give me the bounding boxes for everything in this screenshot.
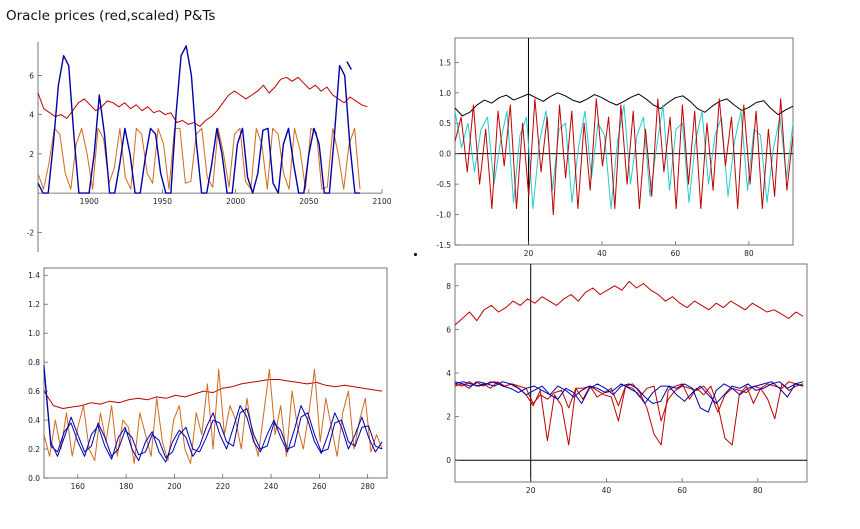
- x-tick-label: 200: [167, 482, 182, 491]
- chart-bottom-right: 20 40 60 80 0 2 4 6 8: [446, 263, 808, 495]
- x-tick-label: 280: [361, 482, 376, 491]
- y-tick-label: 0: [446, 456, 451, 465]
- y-tick-label: 1.0: [28, 329, 40, 338]
- y-tick-label: -0.5: [436, 180, 451, 189]
- series-blue-3: [454, 381, 804, 413]
- x-tick-label: 80: [753, 486, 763, 495]
- series-red-0: [454, 280, 804, 326]
- y-tick-label: 6: [29, 71, 34, 80]
- x-tick-label: 80: [744, 249, 754, 258]
- series-blue-3: [43, 364, 383, 459]
- x-tick-label: 240: [264, 482, 279, 491]
- series-orange-1: [43, 368, 383, 464]
- series-red-2: [454, 98, 794, 216]
- x-tick-label: 40: [597, 249, 607, 258]
- y-tick-label: 0.4: [28, 416, 40, 425]
- y-tick-label: 0.5: [439, 119, 451, 128]
- series-red-1: [454, 381, 804, 446]
- series-red-2: [454, 381, 804, 422]
- series-orange-1: [37, 127, 361, 190]
- y-tick-label: -1.0: [436, 211, 451, 220]
- y-tick-label: 1.5: [439, 58, 451, 67]
- series-cyan-1: [454, 104, 794, 209]
- chart-bottom-left: 160 180 200 220 240 260 280 0.0 0.2 0.4 0.6 0.8 1.0 1…: [28, 267, 388, 491]
- y-tick-label: -1.5: [436, 241, 451, 250]
- y-tick-label: 1.4: [28, 271, 40, 280]
- page-title: Oracle prices (red,scaled) P&Ts: [6, 8, 216, 24]
- y-tick-label: 4: [446, 369, 451, 378]
- y-tick-label: 1.2: [28, 300, 40, 309]
- x-tick-label: 2100: [372, 197, 391, 206]
- x-tick-label: 2050: [299, 197, 318, 206]
- y-tick-label: 6: [446, 325, 451, 334]
- series-blue-3: [346, 61, 352, 70]
- series-red-0: [43, 379, 383, 409]
- x-tick-label: 160: [71, 482, 86, 491]
- x-tick-label: 20: [524, 249, 534, 258]
- x-tick-label: 1950: [153, 197, 172, 206]
- x-tick-label: 1900: [80, 197, 99, 206]
- y-tick-label: 2: [446, 413, 451, 422]
- y-tick-label: 0.0: [28, 474, 40, 483]
- x-tick-label: 20: [526, 486, 536, 495]
- y-tick-label: 4: [29, 111, 34, 120]
- plot-frame: [454, 263, 808, 483]
- y-tick-label: 0.8: [28, 358, 40, 367]
- y-tick-label: 2: [29, 150, 34, 159]
- y-tick-label: 1.0: [439, 89, 451, 98]
- x-tick-label: 180: [119, 482, 134, 491]
- x-tick-label: 220: [216, 482, 231, 491]
- x-tick-label: 60: [677, 486, 687, 495]
- chart-top-left: 1900 1950 2000 2050 2100 -2 2 4 6: [27, 42, 392, 252]
- series-blue-2: [37, 45, 360, 194]
- chart-top-right: 20 40 60 80 -1.5 -1.0 -0.5 0.0 0.5 1.0 1.5: [436, 37, 794, 258]
- series-red-0: [37, 76, 368, 127]
- series-blue-4: [454, 381, 804, 404]
- x-tick-label: 60: [671, 249, 681, 258]
- y-tick-label: 8: [446, 282, 451, 291]
- x-tick-label: 2000: [226, 197, 245, 206]
- bullet-dot: [414, 253, 417, 256]
- series-blue-2: [43, 369, 383, 463]
- x-tick-label: 40: [602, 486, 612, 495]
- y-tick-label: -2: [27, 228, 35, 237]
- y-tick-label: 0.0: [439, 150, 451, 159]
- y-tick-label: 0.6: [28, 387, 40, 396]
- series-black-0: [454, 92, 794, 117]
- x-tick-label: 260: [312, 482, 327, 491]
- y-tick-label: 0.2: [28, 445, 40, 454]
